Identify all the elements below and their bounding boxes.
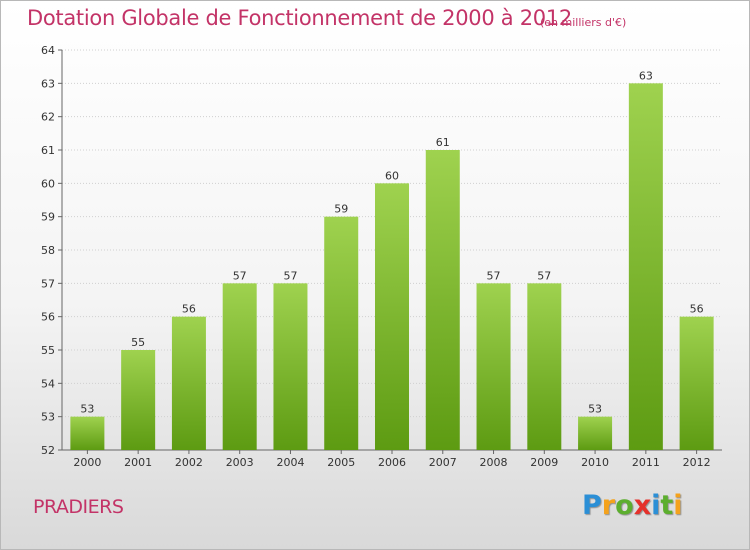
y-tick-label: 63 xyxy=(41,77,55,90)
data-label: 57 xyxy=(233,269,247,282)
logo-letter: t xyxy=(660,490,674,521)
bar xyxy=(527,283,562,450)
bar xyxy=(324,216,359,450)
x-tick-label: 2011 xyxy=(632,456,660,469)
data-labels: 53 55 56 57 57 59 60 61 57 57 53 63 56 xyxy=(80,69,703,415)
y-tick-label: 54 xyxy=(41,377,55,390)
bar xyxy=(425,150,460,450)
logo-letter: r xyxy=(601,490,616,521)
bar xyxy=(273,283,308,450)
commune-name: PRADIERS xyxy=(33,496,124,518)
bar xyxy=(121,350,156,450)
y-tick-label: 52 xyxy=(41,444,55,457)
data-label: 53 xyxy=(588,403,602,416)
bar xyxy=(171,316,206,450)
data-label: 56 xyxy=(182,303,196,316)
bar xyxy=(476,283,511,450)
y-tick-label: 62 xyxy=(41,111,55,124)
logo-letter: i xyxy=(651,490,661,521)
x-tick-label: 2010 xyxy=(581,456,609,469)
data-label: 57 xyxy=(487,269,501,282)
y-tick-label: 58 xyxy=(41,244,55,257)
bar xyxy=(628,83,663,450)
data-label: 55 xyxy=(131,336,145,349)
y-tick-label: 60 xyxy=(41,177,55,190)
x-tick-label: 2005 xyxy=(327,456,355,469)
data-label: 59 xyxy=(334,203,348,216)
x-tick-label: 2012 xyxy=(683,456,711,469)
data-label: 53 xyxy=(80,403,94,416)
y-tick-label: 57 xyxy=(41,277,55,290)
x-tick-label: 2007 xyxy=(429,456,457,469)
y-tick-label: 61 xyxy=(41,144,55,157)
x-tick-label: 2006 xyxy=(378,456,406,469)
x-tick-label: 2004 xyxy=(276,456,304,469)
bar xyxy=(679,316,714,450)
chart-subtitle: (en milliers d'€) xyxy=(540,16,627,29)
data-label: 63 xyxy=(639,69,653,82)
y-tick-label: 56 xyxy=(41,311,55,324)
data-label: 56 xyxy=(690,303,704,316)
logo-letter: P xyxy=(582,490,602,521)
bars xyxy=(70,83,714,451)
data-label: 61 xyxy=(436,136,450,149)
bar xyxy=(578,416,613,450)
bar xyxy=(375,183,409,451)
y-tick-label: 64 xyxy=(41,44,55,57)
y-tick-label: 53 xyxy=(41,411,55,424)
logo-letter: o xyxy=(615,490,634,521)
data-label: 60 xyxy=(385,169,399,182)
data-label: 57 xyxy=(283,269,297,282)
chart-title: Dotation Globale de Fonctionnement de 20… xyxy=(27,6,572,30)
y-tick-label: 55 xyxy=(41,344,55,357)
x-tick-label: 2001 xyxy=(124,456,152,469)
x-tick-label: 2008 xyxy=(480,456,508,469)
x-tick-label: 2009 xyxy=(530,456,558,469)
x-tick-label: 2002 xyxy=(175,456,203,469)
bar xyxy=(70,416,105,450)
logo-letter: x xyxy=(633,490,652,521)
proxiti-logo[interactable]: Proxiti xyxy=(582,490,683,521)
x-tick-label: 2000 xyxy=(73,456,101,469)
data-label: 57 xyxy=(537,269,551,282)
x-tick-label: 2003 xyxy=(226,456,254,469)
y-tick-label: 59 xyxy=(41,211,55,224)
bar xyxy=(222,283,257,450)
logo-letter: i xyxy=(673,490,683,521)
